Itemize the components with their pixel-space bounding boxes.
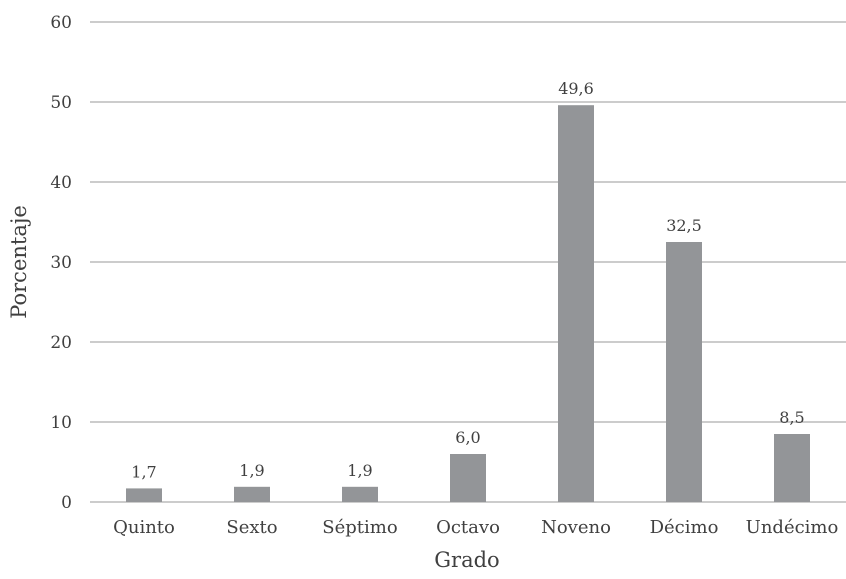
x-tick-label: Quinto xyxy=(113,517,175,538)
y-tick-label: 60 xyxy=(50,13,72,33)
gridlines xyxy=(90,21,846,503)
y-axis-title: Porcentaje xyxy=(7,205,31,319)
x-tick-label: Sexto xyxy=(226,517,277,538)
data-label: 6,0 xyxy=(455,428,480,447)
x-tick-label: Décimo xyxy=(650,517,719,538)
data-label: 32,5 xyxy=(666,216,702,235)
y-tick-label: 0 xyxy=(61,493,72,513)
bar-octavo xyxy=(450,454,486,502)
x-axis-title: Grado xyxy=(434,548,499,572)
data-labels: 1,7 1,9 1,9 6,0 49,6 32,5 8,5 xyxy=(131,79,804,481)
data-label: 8,5 xyxy=(779,408,804,427)
bar-undécimo xyxy=(774,434,810,502)
data-label: 1,7 xyxy=(131,462,156,481)
y-tick-label: 40 xyxy=(50,173,72,193)
x-axis-ticks: Quinto Sexto Séptimo Octavo Noveno Décimo Undé… xyxy=(113,517,838,538)
y-tick-label: 20 xyxy=(50,333,72,353)
y-tick-label: 30 xyxy=(50,253,72,273)
data-label: 49,6 xyxy=(558,79,594,98)
bar-décimo xyxy=(666,242,702,502)
y-tick-label: 50 xyxy=(50,93,72,113)
y-axis-ticks: 0 10 20 30 40 50 60 xyxy=(50,13,72,513)
x-tick-label: Noveno xyxy=(541,517,611,538)
x-tick-label: Séptimo xyxy=(322,517,397,538)
bar-quinto xyxy=(126,488,162,502)
bar-séptimo xyxy=(342,486,378,502)
bars xyxy=(126,105,810,502)
data-label: 1,9 xyxy=(239,461,264,480)
data-label: 1,9 xyxy=(347,461,372,480)
x-tick-label: Octavo xyxy=(436,517,500,538)
bar-sexto xyxy=(234,486,270,502)
y-tick-label: 10 xyxy=(50,413,72,433)
x-tick-label: Undécimo xyxy=(746,517,839,538)
bar-noveno xyxy=(558,105,594,502)
